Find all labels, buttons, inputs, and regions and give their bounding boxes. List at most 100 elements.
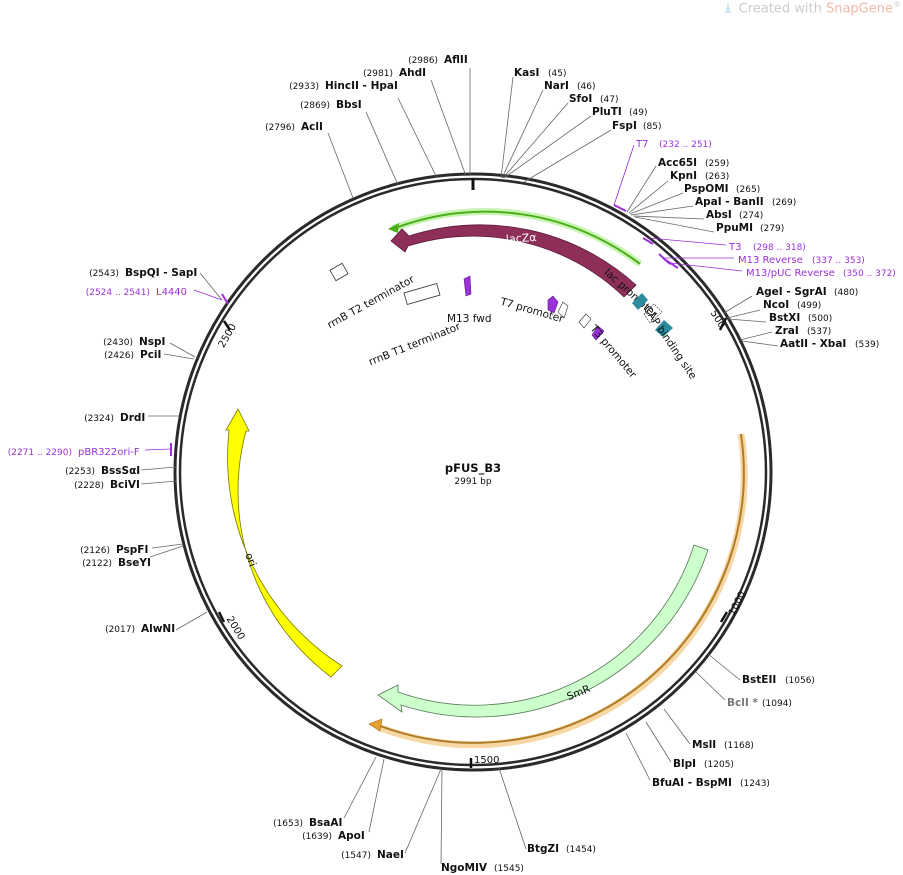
enzyme-nari: NarI (46) [544, 80, 595, 92]
enzyme-bspqi-sapi-position: (2543) [89, 269, 119, 279]
enzyme-bseyi-position: (2122) [82, 559, 112, 569]
enzyme-acc65i-label: Acc65I [658, 157, 697, 169]
enzyme-hincii-hpai-label: HincII - HpaI [325, 80, 398, 92]
enzyme-fspi-position: (85) [643, 122, 661, 132]
enzyme-bseyi: (2122) BseYI [82, 557, 151, 569]
enzyme-pluti: PluTI (49) [592, 106, 647, 118]
snapgene-watermark: Created with SnapGene® [723, 0, 901, 16]
enzyme-zrai-position: (537) [807, 327, 831, 337]
enzyme-apai-banii: ApaI - BanII (269) [695, 196, 796, 208]
t3-promoter-outline [578, 313, 592, 329]
primer-m13-reverse-label: M13 Reverse [738, 255, 803, 266]
rrnb-t1-label: rrnB T1 terminator [367, 320, 463, 368]
t7-promoter-feature [547, 295, 559, 314]
enzyme-bsssai-position: (2253) [65, 467, 95, 477]
enzyme-bspqi-sapi-label: BspQI - SapI [125, 267, 197, 279]
enzyme-bcli-label: BclI * [727, 697, 758, 709]
enzyme-ahdi: (2981) AhdI [363, 67, 426, 79]
enzyme-ngomiv: NgoMIV (1545) [441, 862, 524, 874]
enzyme-naei-label: NaeI [377, 849, 404, 861]
enzyme-ahdi-position: (2981) [363, 69, 393, 79]
t3-promoter-label: T3 promoter [587, 322, 639, 381]
tick-label-1000: 1000 [727, 590, 748, 618]
enzyme-ppumi-position: (279) [760, 224, 784, 234]
enzyme-nari-label: NarI [544, 80, 569, 92]
enzyme-aatii-xbai-label: AatII - XbaI [780, 338, 846, 350]
enzyme-nspi-position: (2430) [103, 338, 133, 348]
lacz-alpha-feature [390, 224, 637, 298]
snapgene-logo-icon [724, 2, 731, 14]
enzyme-pspomi: PspOMI (265) [684, 183, 760, 195]
enzyme-kpni-label: KpnI [670, 170, 697, 182]
enzyme-btgzi: BtgZI (1454) [527, 843, 596, 855]
enzyme-naei-position: (1547) [341, 851, 371, 861]
enzyme-ngomiv-label: NgoMIV [441, 862, 488, 874]
enzyme-btgzi-label: BtgZI [527, 843, 559, 855]
cap-binding-site-feature-1 [632, 293, 648, 310]
enzyme-kasi-label: KasI [514, 67, 539, 79]
enzyme-bcivi-label: BciVI [110, 479, 140, 491]
primer-l4440: (2524 .. 2541) L4440 [86, 287, 187, 298]
m13fwd-label: M13 fwd [447, 313, 492, 325]
primer-t7-label: T7 [635, 139, 648, 150]
enzyme-drdi-label: DrdI [120, 412, 145, 424]
enzyme-apoi-position: (1639) [302, 832, 332, 842]
primer-m13-puc-reverse-label: M13/pUC Reverse [746, 268, 835, 279]
enzyme-kasi-position: (45) [548, 69, 566, 79]
lac-promoter-outline [643, 303, 663, 324]
enzyme-aflii-label: AflII [444, 54, 468, 66]
enzyme-ncoi-label: NcoI [763, 299, 789, 311]
primer-l4440-label: L4440 [156, 287, 187, 298]
enzyme-apai-banii-label: ApaI - BanII [695, 196, 764, 208]
enzyme-msli: MslI (1168) [692, 739, 754, 751]
enzyme-alwni-position: (2017) [105, 625, 135, 635]
lacz-label: lacZα [505, 231, 536, 246]
enzyme-bbsi-label: BbsI [336, 99, 362, 111]
enzyme-drdi: (2324) DrdI [84, 412, 145, 424]
enzyme-bspqi-sapi: (2543) BspQI - SapI [89, 267, 197, 279]
smr-feature [377, 544, 709, 718]
enzyme-bsteii-position: (1056) [785, 676, 815, 686]
enzyme-bsteii: BstEII (1056) [742, 674, 815, 686]
enzyme-bcivi-position: (2228) [74, 481, 104, 491]
ori-label: ori [242, 551, 258, 568]
enzyme-ahdi-label: AhdI [399, 67, 426, 79]
enzyme-zrai-label: ZraI [775, 325, 799, 337]
plasmid-length: 2991 bp [454, 477, 491, 487]
enzyme-pcii: (2426) PciI [104, 349, 161, 361]
enzyme-acc65i: Acc65I (259) [658, 157, 729, 169]
enzyme-bsaai-position: (1653) [273, 819, 303, 829]
m13puc-primer-mark [663, 258, 679, 269]
enzyme-agei-sgrai-label: AgeI - SgrAI [756, 286, 827, 298]
enzyme-bbsi-position: (2869) [300, 101, 330, 111]
enzyme-acli-label: AclI [301, 121, 323, 133]
enzyme-kpni: KpnI (263) [670, 170, 729, 182]
enzyme-hincii-hpai: (2933) HincII - HpaI [289, 80, 398, 92]
enzyme-pluti-position: (49) [629, 108, 647, 118]
enzyme-aflii: (2986) AflII [408, 54, 468, 66]
enzyme-msli-position: (1168) [724, 741, 754, 751]
enzyme-pspfi-label: PspFI [116, 544, 148, 556]
enzyme-bcli: BclI * (1094) [727, 697, 792, 709]
enzyme-ppumi: PpuMI (279) [716, 222, 784, 234]
enzyme-acli: (2796) AclI [265, 121, 323, 133]
enzyme-agei-sgrai-position: (480) [834, 288, 858, 298]
watermark-brand: SnapGene [825, 1, 893, 17]
enzyme-sfoi-label: SfoI [569, 93, 592, 105]
enzyme-absi: AbsI (274) [706, 209, 763, 221]
primer-t3-position: (298 .. 318) [753, 243, 806, 253]
t3-primer-mark [642, 237, 654, 245]
enzyme-nspi: (2430) NspI [103, 336, 165, 348]
primer-l4440-position: (2524 .. 2541) [86, 288, 150, 298]
enzyme-bsssai-label: BssSαI [101, 465, 140, 477]
l4440-primer-mark [221, 293, 229, 305]
primer-leader-lines [144, 144, 743, 451]
m13fwd-feature [463, 275, 472, 297]
enzyme-ncoi-position: (499) [797, 301, 821, 311]
enzyme-aflii-position: (2986) [408, 56, 438, 66]
ori-feature [225, 408, 343, 678]
enzyme-bsteii-label: BstEII [742, 674, 776, 686]
enzyme-pcii-position: (2426) [104, 351, 134, 361]
enzyme-bstxi-label: BstXI [769, 312, 800, 324]
enzyme-apoi: (1639) ApoI [302, 830, 365, 842]
